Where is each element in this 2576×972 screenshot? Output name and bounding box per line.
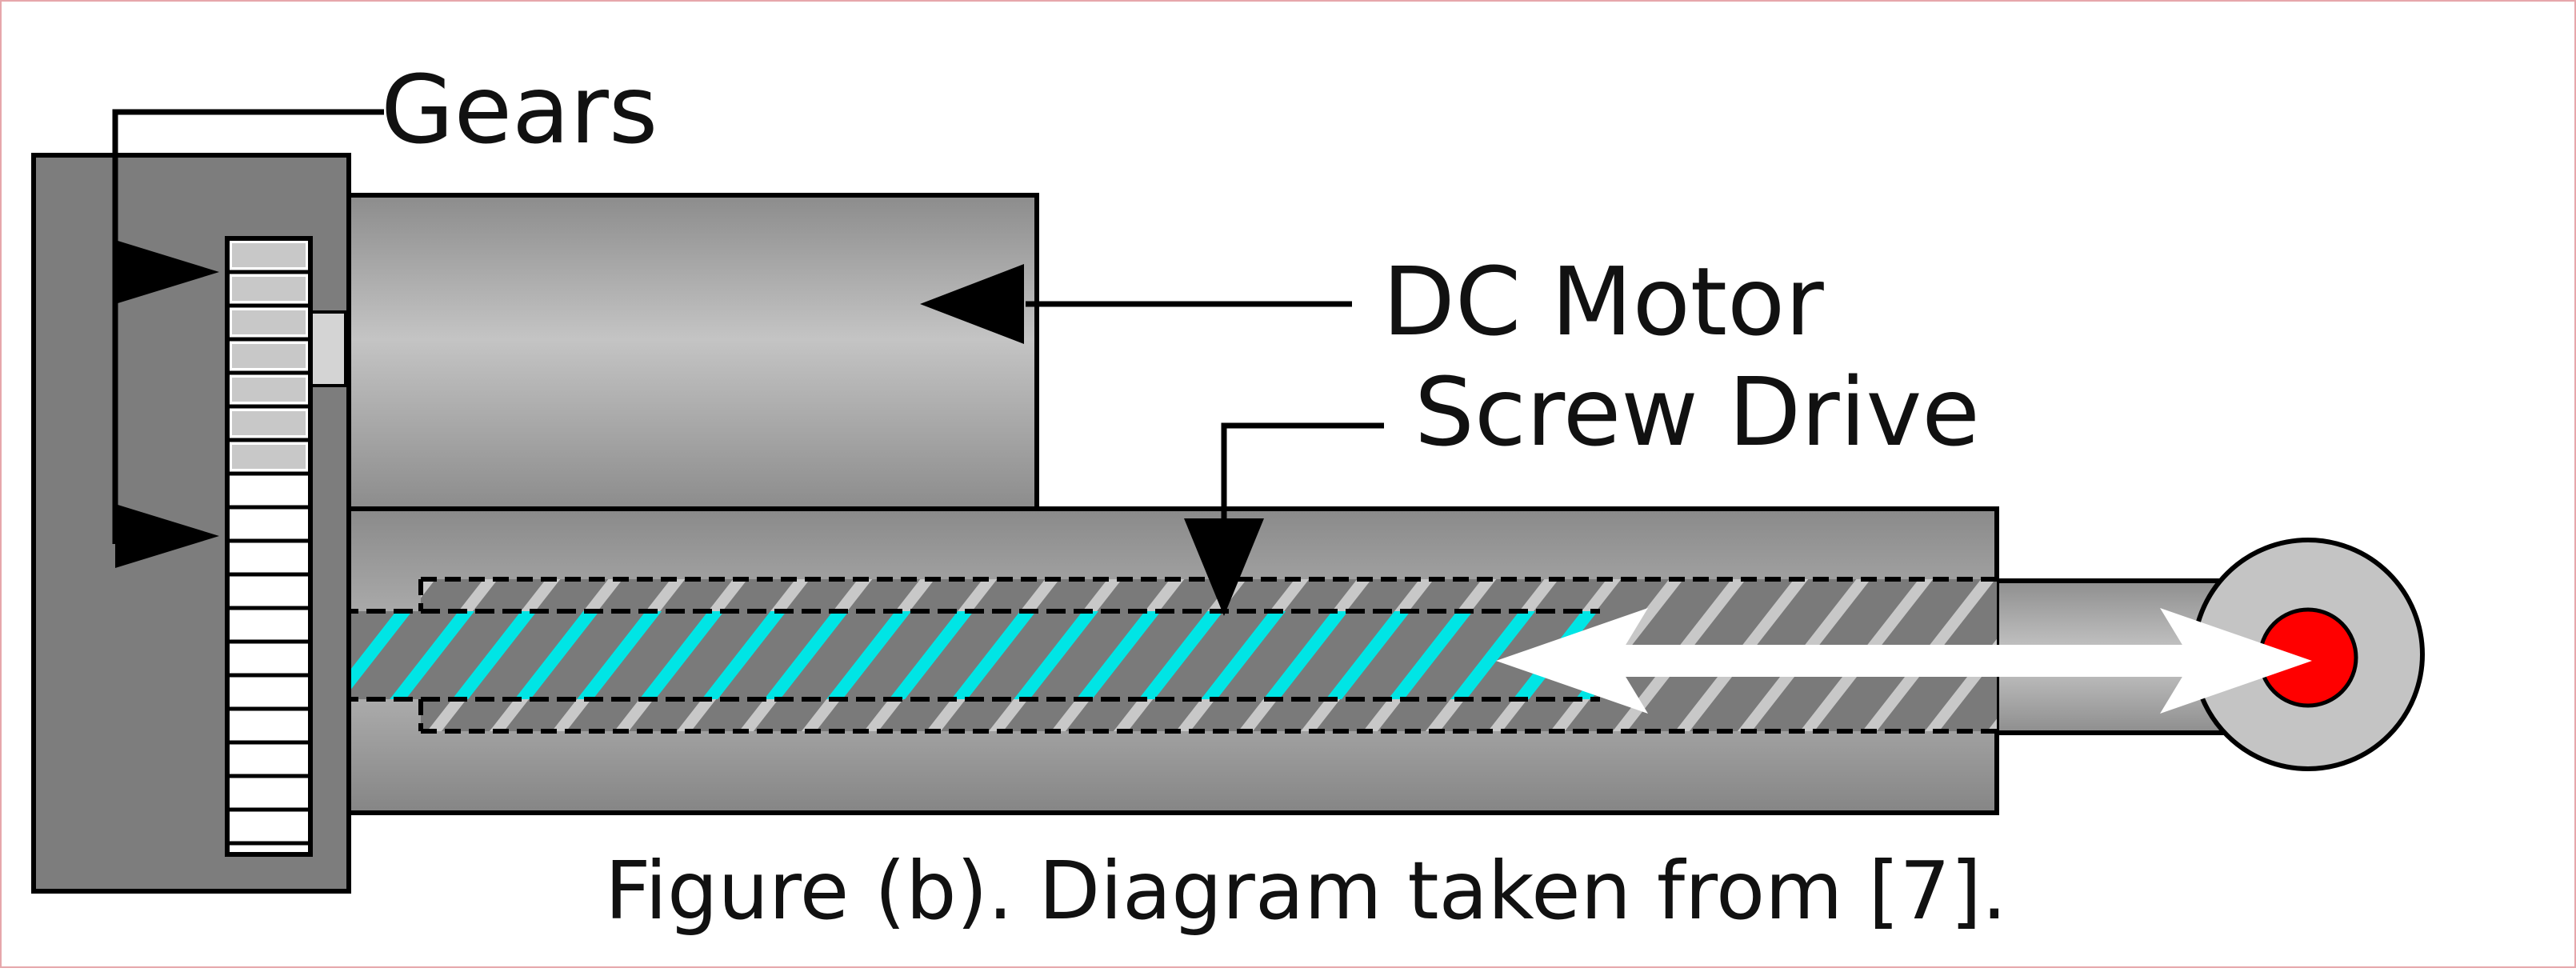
screw-drive-label: Screw Drive bbox=[1414, 357, 1980, 467]
gears-arrow-lower bbox=[115, 504, 219, 568]
screw-drive-arrow bbox=[1184, 518, 1264, 616]
motion-double-arrow bbox=[1496, 608, 2312, 714]
dc-motor-arrow bbox=[920, 264, 1024, 344]
figure-caption: Figure (b). Diagram taken from [7]. bbox=[605, 844, 2007, 938]
gear-tooth-shade bbox=[232, 411, 306, 435]
gear-tooth-shade bbox=[232, 344, 306, 368]
gear-tooth-shade bbox=[232, 310, 306, 334]
screw-drive-leader bbox=[1221, 422, 1384, 520]
gears-label: Gears bbox=[381, 54, 658, 165]
gear-tooth-shade bbox=[232, 243, 306, 267]
gears-leader bbox=[112, 109, 384, 544]
gear-stack bbox=[225, 236, 313, 857]
gears-arrow-upper bbox=[115, 240, 219, 304]
lead-screw bbox=[312, 609, 1600, 702]
dc-motor-label: DC Motor bbox=[1382, 246, 1824, 357]
gear-tooth-shade bbox=[232, 378, 306, 402]
gear-tooth-shade bbox=[232, 445, 306, 469]
rod-end bbox=[2191, 538, 2425, 771]
gear-tooth-shade bbox=[232, 277, 306, 301]
pinion-shaft bbox=[307, 310, 347, 387]
dc-motor-body bbox=[342, 193, 1039, 518]
